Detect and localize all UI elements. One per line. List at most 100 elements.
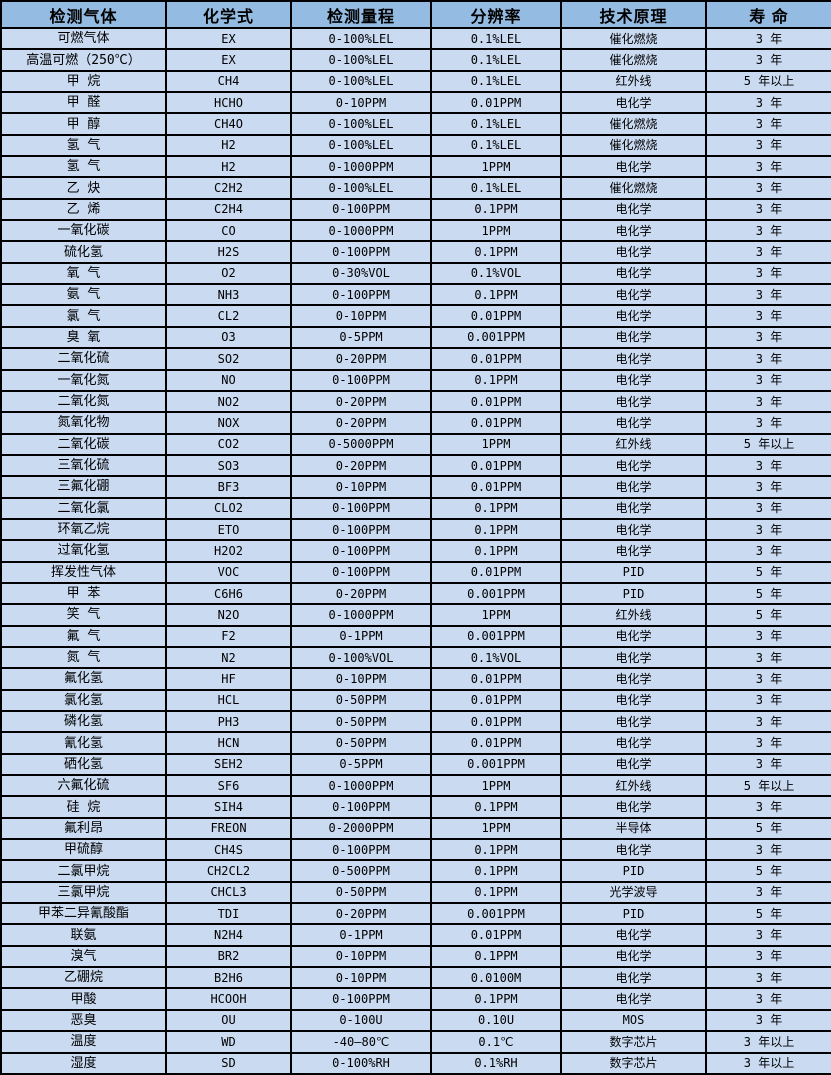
cell-range: 0-20PPM (290, 453, 432, 478)
cell-principle: 电化学 (560, 219, 707, 243)
cell-lifespan: 3 年 (705, 475, 831, 499)
cell-range: 0-100PPM (290, 496, 432, 520)
cell-resolution: 0.01PPM (430, 560, 562, 584)
cell-resolution: 0.01PPM (430, 453, 562, 478)
cell-lifespan: 3 年 (705, 197, 831, 222)
cell-resolution: 0.01PPM (430, 304, 562, 328)
cell-range: 0-100%LEL (290, 26, 432, 51)
cell-lifespan: 3 年以上 (705, 1051, 831, 1075)
cell-gas: 甲 苯 (0, 581, 167, 606)
cell-formula: TDI (165, 902, 292, 926)
cell-formula: CL2 (165, 304, 292, 328)
cell-principle: 催化燃烧 (560, 26, 707, 51)
cell-resolution: 0.1PPM (430, 880, 562, 905)
cell-resolution: 0.1PPM (430, 240, 562, 264)
cell-gas: 环氧乙烷 (0, 517, 167, 542)
cell-lifespan: 5 年 (705, 816, 831, 841)
cell-lifespan: 3 年 (705, 240, 831, 264)
cell-gas: 三氧化硫 (0, 453, 167, 478)
cell-range: 0-10PPM (290, 304, 432, 328)
cell-range: 0-100%LEL (290, 69, 432, 94)
cell-lifespan: 3 年 (705, 389, 831, 414)
cell-principle: 电化学 (560, 944, 707, 969)
cell-gas: 氮 气 (0, 645, 167, 670)
cell-lifespan: 3 年 (705, 517, 831, 542)
cell-formula: CO (165, 219, 292, 243)
cell-principle: 电化学 (560, 261, 707, 286)
table-row: 二氧化碳 CO2 0-5000PPM 1PPM 红外线 5 年以上 (0, 432, 831, 456)
cell-gas: 氨 气 (0, 283, 167, 307)
cell-resolution: 0.1PPM (430, 368, 562, 392)
cell-resolution: 0.01PPM (430, 475, 562, 499)
table-row: 臭 氧 O3 0-5PPM 0.001PPM 电化学 3 年 (0, 325, 831, 350)
column-header-gas: 检测气体 (0, 0, 167, 29)
table-row: 二氧化氯 CLO2 0-100PPM 0.1PPM 电化学 3 年 (0, 496, 831, 520)
cell-principle: PID (560, 560, 707, 584)
cell-resolution: 0.1PPM (430, 517, 562, 542)
table-row: 三氯甲烷 CHCL3 0-50PPM 0.1PPM 光学波导 3 年 (0, 880, 831, 905)
cell-resolution: 0.1PPM (430, 283, 562, 307)
cell-gas: 二氯甲烷 (0, 859, 167, 883)
cell-lifespan: 3 年 (705, 112, 831, 136)
cell-range: 0-100U (290, 1008, 432, 1033)
cell-range: 0-100PPM (290, 987, 432, 1011)
cell-lifespan: 3 年 (705, 283, 831, 307)
cell-gas: 过氧化氢 (0, 539, 167, 563)
cell-principle: 电化学 (560, 752, 707, 777)
table-row: 乙硼烷 B2H6 0-10PPM 0.0100M 电化学 3 年 (0, 966, 831, 990)
cell-principle: 电化学 (560, 645, 707, 670)
cell-formula: BF3 (165, 475, 292, 499)
table-row: 三氧化硫 SO3 0-20PPM 0.01PPM 电化学 3 年 (0, 453, 831, 478)
cell-gas: 氰化氢 (0, 731, 167, 755)
cell-gas: 甲苯二异氰酸酯 (0, 902, 167, 926)
cell-principle: 电化学 (560, 240, 707, 264)
cell-resolution: 0.01PPM (430, 389, 562, 414)
table-row: 氟 气 F2 0-1PPM 0.001PPM 电化学 3 年 (0, 624, 831, 648)
cell-gas: 乙 烯 (0, 197, 167, 222)
cell-formula: F2 (165, 624, 292, 648)
table-row: 氢 气 H2 0-100%LEL 0.1%LEL 催化燃烧 3 年 (0, 133, 831, 158)
table-row: 二氯甲烷 CH2CL2 0-500PPM 0.1PPM PID 5 年 (0, 859, 831, 883)
cell-lifespan: 3 年 (705, 261, 831, 286)
cell-principle: 电化学 (560, 453, 707, 478)
cell-gas: 臭 氧 (0, 325, 167, 350)
cell-resolution: 0.01PPM (430, 709, 562, 734)
cell-lifespan: 3 年 (705, 26, 831, 51)
cell-resolution: 1PPM (430, 432, 562, 456)
cell-gas: 一氧化氮 (0, 368, 167, 392)
cell-principle: 半导体 (560, 816, 707, 841)
cell-principle: 电化学 (560, 838, 707, 862)
cell-formula: O2 (165, 261, 292, 286)
cell-principle: 电化学 (560, 923, 707, 947)
cell-principle: PID (560, 581, 707, 606)
cell-principle: 红外线 (560, 603, 707, 627)
table-row: 一氧化氮 NO 0-100PPM 0.1PPM 电化学 3 年 (0, 368, 831, 392)
cell-gas: 氯化氢 (0, 688, 167, 713)
cell-principle: 数字芯片 (560, 1030, 707, 1054)
cell-formula: HCL (165, 688, 292, 713)
table-row: 氟利昂 FREON 0-2000PPM 1PPM 半导体 5 年 (0, 816, 831, 841)
cell-range: 0-10PPM (290, 667, 432, 691)
cell-range: 0-5PPM (290, 325, 432, 350)
cell-lifespan: 3 年 (705, 923, 831, 947)
cell-gas: 氟 气 (0, 624, 167, 648)
cell-principle: 催化燃烧 (560, 112, 707, 136)
cell-resolution: 0.10U (430, 1008, 562, 1033)
cell-principle: 电化学 (560, 517, 707, 542)
cell-range: 0-100%LEL (290, 176, 432, 200)
cell-gas: 氮氧化物 (0, 411, 167, 435)
cell-resolution: 0.001PPM (430, 325, 562, 350)
cell-principle: 电化学 (560, 197, 707, 222)
cell-gas: 乙 炔 (0, 176, 167, 200)
cell-lifespan: 3 年 (705, 219, 831, 243)
cell-gas: 氢 气 (0, 155, 167, 179)
cell-lifespan: 3 年 (705, 624, 831, 648)
cell-range: 0-20PPM (290, 347, 432, 371)
cell-gas: 二氧化硫 (0, 347, 167, 371)
header-row: 检测气体 化学式 检测量程 分辨率 技术原理 寿 命 (0, 0, 831, 29)
cell-resolution: 1PPM (430, 774, 562, 798)
cell-lifespan: 3 年 (705, 453, 831, 478)
cell-resolution: 0.01PPM (430, 923, 562, 947)
